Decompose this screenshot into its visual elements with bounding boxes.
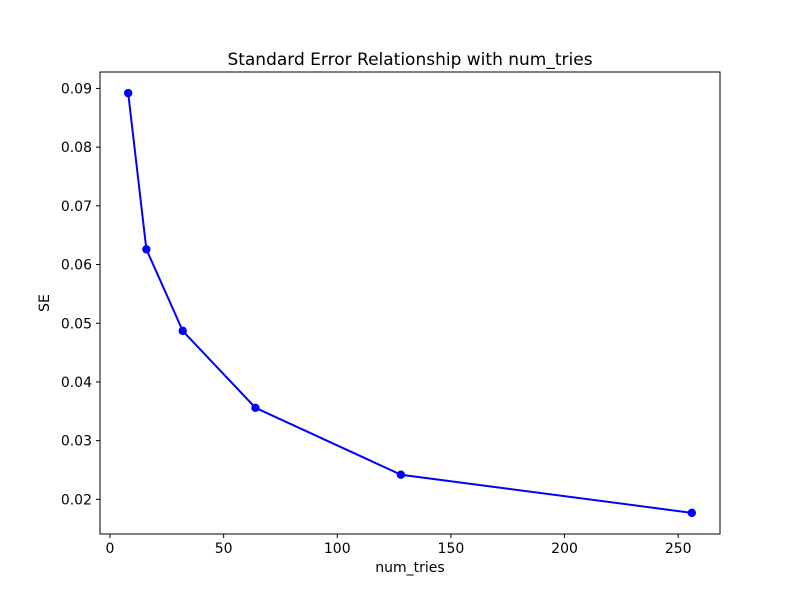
data-point: [178, 326, 187, 336]
data-point: [123, 88, 133, 98]
y-tick-label: 0.08: [61, 140, 92, 156]
data-point: [396, 470, 406, 479]
x-axis-label: num_tries: [375, 560, 444, 576]
y-axis-label: SE: [37, 294, 53, 312]
y-tick-label: 0.06: [61, 258, 92, 274]
y-tick-label: 0.09: [61, 81, 92, 97]
chart-title: Standard Error Relationship with num_tri…: [227, 50, 592, 70]
y-tick-label: 0.03: [61, 434, 92, 450]
y-tick-label: 0.05: [61, 316, 92, 332]
x-tick-label: 0: [106, 541, 115, 557]
x-tick-label: 250: [665, 541, 692, 557]
plot-area: [100, 72, 720, 534]
series-line: [127, 92, 693, 514]
y-tick-label: 0.04: [61, 375, 92, 391]
x-tick-label: 200: [551, 541, 578, 557]
series-line-layer: [123, 88, 697, 518]
data-point: [251, 403, 260, 412]
y-tick-label: 0.07: [61, 199, 92, 215]
x-tick-label: 100: [324, 541, 351, 557]
plot-border: [99, 71, 721, 535]
x-tick-label: 150: [438, 541, 465, 557]
data-point: [142, 245, 151, 254]
x-tick-label: 50: [215, 541, 233, 557]
data-point: [687, 508, 697, 518]
y-tick-label: 0.02: [61, 492, 92, 508]
axis-ticks: 0 50 100 150 200 250 0.02 0.03 0.04 0.05 0.06 0.07 0…: [61, 81, 692, 557]
